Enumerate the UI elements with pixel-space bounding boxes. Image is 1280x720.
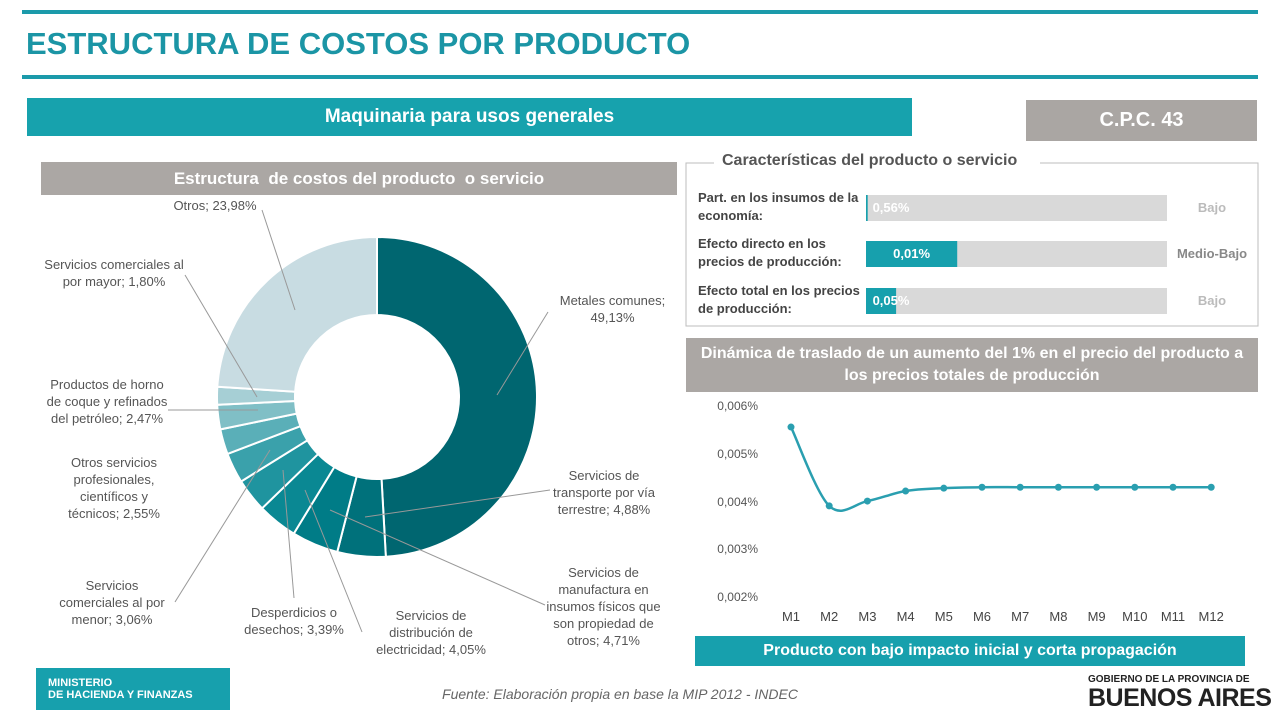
logo-text: BUENOS AIRES (1088, 684, 1272, 712)
bar-track (866, 288, 1167, 314)
level-label: Bajo (1197, 293, 1227, 308)
slice-label: Servicios de transporte por vía terrestr… (553, 468, 655, 517)
characteristics-title: Características del producto o servicio (714, 152, 1026, 170)
leader-line (174, 449, 271, 603)
y-tick-label: 0,006% (717, 399, 758, 413)
slice-label: Otros servicios profesionales, científic… (68, 455, 160, 521)
line-marker (1131, 483, 1139, 491)
leader-line (304, 489, 363, 633)
leader-line (282, 469, 295, 599)
x-tick-label: M3 (858, 609, 877, 624)
y-tick-label: 0,005% (717, 446, 758, 461)
bar-value: 0,05% (872, 293, 910, 308)
leader-line (329, 509, 546, 606)
x-tick-label: M12 (1198, 609, 1224, 624)
x-tick-label: M6 (972, 609, 992, 624)
characteristic-label: Efecto directo en los precios de producc… (698, 236, 842, 269)
line-marker (1169, 483, 1177, 491)
line (789, 426, 1212, 512)
y-tick-label: 0,004% (717, 494, 758, 509)
bar-value: 0,01% (893, 246, 931, 261)
y-tick-label: 0,003% (717, 542, 758, 557)
logo-text: GOBIERNO DE LA PROVINCIA DE (1088, 674, 1250, 685)
characteristic-label: Part. en los insumos de la economía: (698, 190, 859, 223)
donut-title: Estructura de costos del producto o serv… (41, 162, 677, 195)
ministry-logo: MINISTERIO DE HACIENDA Y FINANZAS (48, 677, 193, 701)
line-marker (978, 483, 986, 491)
slice-label: Metales comunes; 49,13% (559, 293, 666, 325)
product-banner: Maquinaria para usos generales (27, 98, 912, 136)
conclusion-box: Producto con bajo impacto inicial y cort… (695, 636, 1245, 666)
bar (866, 241, 958, 267)
bar-value: 0,56% (872, 200, 910, 215)
x-tick-label: M10 (1122, 609, 1148, 624)
y-tick-label: 0,002% (717, 590, 758, 604)
line-marker (1093, 483, 1101, 491)
line-marker (1207, 483, 1215, 491)
source-note: Fuente: Elaboración propia en base la MI… (442, 686, 798, 702)
logo-text: DE HACIENDA Y FINANZAS (48, 689, 193, 701)
province-logo: GOBIERNO DE LA PROVINCIA DE BUENOS AIRES (1088, 674, 1272, 712)
x-tick-label: M1 (781, 609, 801, 624)
line-title: Dinámica de traslado de un aumento del 1… (686, 338, 1258, 392)
code-box: C.P.C. 43 (1026, 100, 1257, 141)
slice-label: Productos de horno de coque y refinados … (46, 377, 168, 426)
line-marker (940, 484, 948, 492)
x-tick-label: M11 (1160, 609, 1186, 624)
x-tick-label: M2 (820, 609, 839, 624)
slice-label: Desperdicios o desechos; 3,39% (244, 605, 344, 637)
slice-label: Servicios comerciales al por mayor; 1,80… (44, 257, 184, 289)
bar (866, 195, 868, 221)
line-marker (902, 487, 910, 495)
logo-text: MINISTERIO (48, 677, 113, 689)
leader-line (184, 274, 258, 398)
x-tick-label: M9 (1087, 609, 1106, 624)
line-marker (787, 423, 795, 431)
slice-label: Servicios de manufactura en insumos físi… (546, 565, 661, 648)
line-marker (1016, 483, 1024, 491)
header-rule (22, 10, 1258, 14)
logo-box (36, 668, 230, 710)
leader-line (261, 209, 296, 311)
characteristic-label: Efecto total en los precios de producció… (698, 283, 860, 316)
x-tick-label: M4 (896, 609, 915, 624)
slice-label: Servicios comerciales al por menor; 3,06… (59, 578, 165, 627)
panel-border (685, 162, 1259, 327)
bar-track (866, 195, 1167, 221)
x-tick-label: M8 (1049, 609, 1068, 624)
x-tick-label: M5 (934, 609, 953, 624)
slice-label: Otros; 23,98% (173, 198, 257, 213)
leader-line (364, 489, 551, 518)
bar (866, 288, 897, 314)
line-marker (825, 502, 833, 510)
level-label: Medio-Bajo (1176, 246, 1248, 261)
page-title: ESTRUCTURA DE COSTOS POR PRODUCTO (26, 26, 691, 61)
leader-line (496, 311, 549, 396)
line-marker (863, 497, 871, 505)
x-tick-label: M7 (1011, 609, 1030, 624)
donut-slice (216, 235, 378, 393)
donut-slice (376, 235, 539, 558)
header-rule (22, 75, 1258, 79)
level-label: Bajo (1197, 200, 1227, 215)
slice-label: Servicios de distribución de electricida… (376, 608, 486, 657)
line-marker (1054, 483, 1062, 491)
